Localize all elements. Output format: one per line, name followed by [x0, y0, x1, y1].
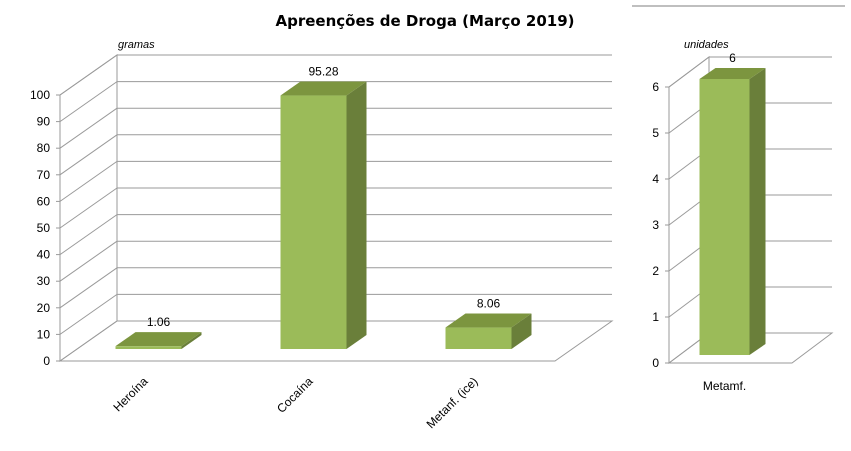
- left-grid-diag: [59, 214, 118, 256]
- left-y-tick-label: 30: [37, 274, 51, 288]
- left-chart: 0 10 20 30 40 50 60 70 80 90 100 1.06 Heroína 95.28 Co…: [30, 54, 614, 431]
- left-bar: [115, 346, 182, 349]
- left-y-tick-label: 80: [37, 141, 51, 155]
- left-grid-diag: [59, 240, 118, 282]
- left-grid-diag: [59, 81, 118, 123]
- left-grid-diag: [59, 54, 118, 96]
- right-data-label: 6: [729, 51, 736, 65]
- left-grid-diag: [59, 267, 118, 309]
- left-floor: [58, 320, 614, 362]
- left-category-label: Cocaína: [274, 374, 316, 416]
- left-data-label: 95.28: [308, 65, 338, 79]
- right-y-tick-label: 5: [652, 126, 659, 140]
- left-bar-side: [346, 81, 367, 349]
- left-y-tick-label: 40: [37, 248, 51, 262]
- right-y-tick-label: 6: [652, 80, 659, 94]
- right-y-tick-label: 3: [652, 218, 659, 232]
- right-chart: 0 1 2 3 4 5 6 6 Metamf.: [652, 51, 834, 393]
- right-bar-top: [699, 68, 766, 79]
- left-category-label: Heroína: [111, 374, 151, 414]
- right-y-tick-label: 2: [652, 264, 659, 278]
- left-data-label: 1.06: [147, 315, 171, 329]
- left-grid-diag: [59, 134, 118, 176]
- left-y-tick-label: 20: [37, 301, 51, 315]
- left-grid-diag: [59, 187, 118, 229]
- left-category-label: Metanf. (ice): [424, 374, 481, 431]
- chart-title: Apreenções de Droga (Março 2019): [276, 12, 575, 30]
- left-bar-top: [445, 313, 532, 328]
- right-floor: [667, 332, 834, 364]
- right-unit-label: unidades: [684, 39, 729, 51]
- left-bar-side: [511, 313, 532, 349]
- left-bar: [280, 95, 347, 349]
- left-bar-side: [181, 332, 202, 349]
- left-y-tick-label: 100: [30, 88, 50, 102]
- left-data-label: 8.06: [477, 297, 501, 311]
- right-y-tick-label: 1: [652, 310, 659, 324]
- left-bar-top: [280, 81, 367, 96]
- left-unit-label: gramas: [118, 39, 155, 51]
- left-grid-diag: [59, 107, 118, 149]
- left-y-tick-label: 50: [37, 221, 51, 235]
- left-bar: [445, 327, 512, 349]
- right-bar-side: [749, 68, 766, 355]
- left-y-tick-label: 90: [37, 115, 51, 129]
- left-y-tick-label: 60: [37, 194, 51, 208]
- left-grid-diag: [59, 160, 118, 202]
- right-y-tick-label: 0: [652, 356, 659, 370]
- right-category-label: Metamf.: [703, 379, 746, 393]
- left-bar-top: [115, 332, 202, 347]
- right-grid-diag: [668, 56, 710, 88]
- right-y-tick-label: 4: [652, 172, 659, 186]
- left-y-tick-label: 70: [37, 168, 51, 182]
- left-grid-diag: [59, 293, 118, 335]
- right-bar: [699, 79, 750, 355]
- left-y-tick-label: 0: [43, 354, 50, 368]
- left-y-tick-label: 10: [37, 327, 51, 341]
